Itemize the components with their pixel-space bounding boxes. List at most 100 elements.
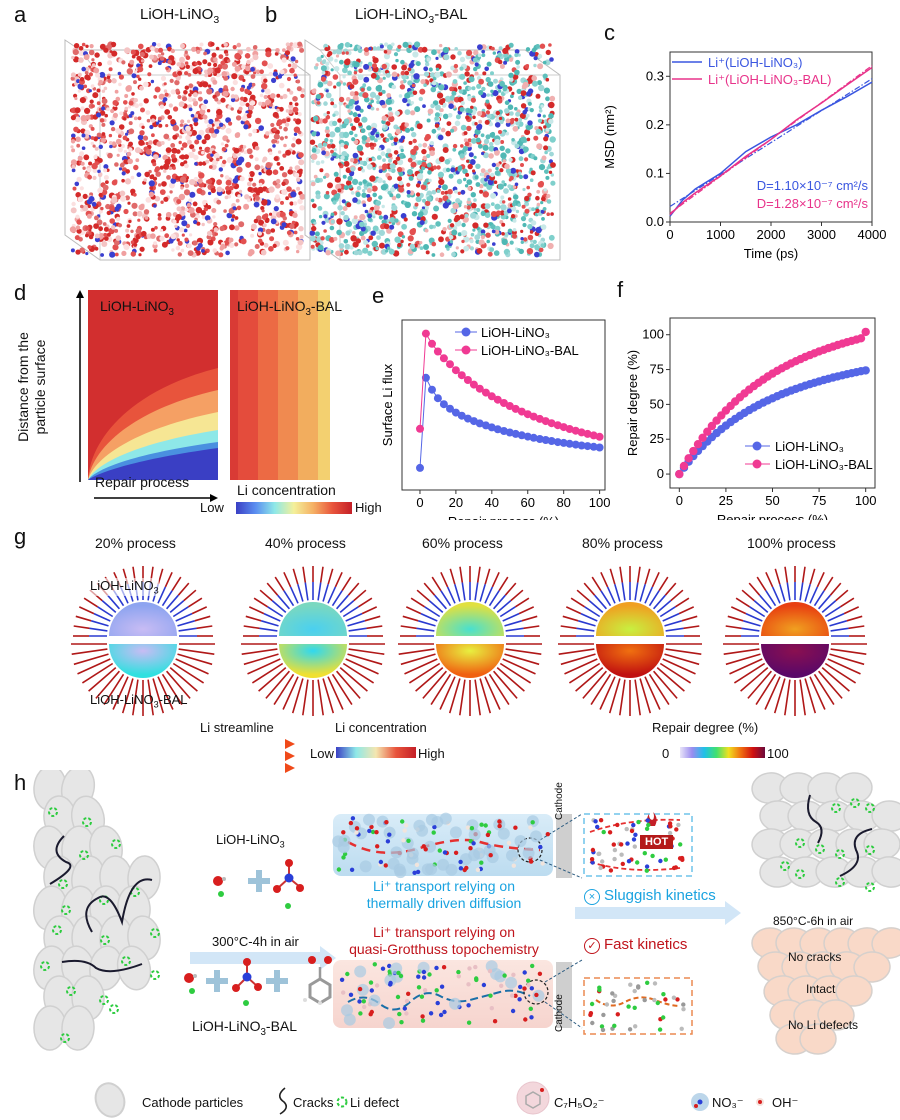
atom [180, 147, 184, 151]
molecule [532, 989, 545, 1002]
atom [109, 120, 115, 126]
atom [123, 208, 129, 215]
atom [214, 67, 221, 74]
atom [88, 89, 92, 93]
atom [520, 103, 527, 109]
atom [102, 222, 107, 226]
atom [249, 100, 256, 106]
atom [362, 179, 367, 184]
damaged-cathode-cluster [33, 770, 161, 1051]
atom [99, 118, 105, 123]
streamline-outer [600, 571, 609, 588]
atom [445, 71, 452, 78]
atom [221, 147, 227, 152]
molecule [361, 999, 366, 1004]
sphere-stage [723, 566, 867, 716]
cathode-particle [871, 927, 900, 959]
streamline-outer [670, 589, 684, 602]
molecule [345, 971, 350, 977]
atom [230, 218, 235, 222]
atom [207, 205, 212, 210]
y-tick-label: 0.2 [646, 117, 664, 132]
streamline-bottom [77, 658, 111, 675]
atom [106, 75, 111, 80]
atom [198, 129, 205, 136]
atom [452, 79, 458, 84]
y-axis-label: MSD (nm²) [602, 105, 617, 169]
atom [287, 63, 292, 68]
streamline-outer [839, 597, 855, 608]
atom [72, 186, 77, 191]
atom [478, 239, 485, 246]
atom [484, 119, 490, 125]
atom [477, 44, 483, 50]
atom [96, 101, 101, 106]
atom [505, 122, 511, 127]
atom [99, 71, 106, 78]
stage-label: 100% process [747, 535, 836, 551]
y-axis-label: Surface Li flux [380, 363, 395, 446]
reagent-top-text: LiOH-LiNO [216, 832, 280, 847]
atom [108, 67, 113, 72]
atom [71, 148, 76, 153]
streamline-outer [353, 589, 367, 602]
sphere-stage [241, 566, 385, 716]
atom [342, 174, 347, 179]
atom [357, 113, 361, 118]
atom [70, 145, 74, 149]
atom [424, 228, 429, 233]
atom [130, 251, 136, 257]
streamline-outer [366, 625, 383, 630]
sphere-stage [398, 566, 542, 716]
atom [114, 162, 119, 167]
streamline-bottom [809, 676, 826, 710]
data-point [595, 432, 604, 441]
atom [168, 166, 173, 171]
data-point [583, 442, 592, 451]
atom [103, 236, 109, 241]
hemisphere-top [761, 602, 829, 636]
atom [431, 253, 436, 257]
atom [408, 62, 414, 69]
map-right-title-tail: -BAL [310, 298, 343, 314]
atom [265, 169, 273, 176]
atom [492, 90, 499, 97]
streamline-bottom [112, 676, 129, 710]
atom [174, 79, 180, 86]
molecule [632, 844, 637, 849]
legend-hydroxide: OH⁻ [772, 1095, 799, 1110]
x-tick-label: 25 [719, 493, 733, 508]
atom [119, 190, 126, 197]
streamline-outer [78, 606, 95, 615]
atom [273, 156, 279, 161]
atom [313, 221, 317, 225]
streamline-bottom [121, 678, 134, 714]
data-point [693, 440, 703, 449]
atom [116, 153, 120, 157]
atom [525, 47, 531, 52]
atom [277, 150, 282, 154]
atom [472, 222, 479, 229]
atom [360, 226, 366, 232]
atom [70, 248, 75, 253]
atom [108, 133, 113, 138]
streamline-bottom [599, 676, 616, 710]
li-defect [815, 844, 825, 854]
streamline-inner [665, 627, 684, 632]
atom [270, 218, 277, 225]
hot-badge: HOT [640, 835, 674, 849]
streamline-inner [492, 594, 507, 610]
atom [393, 183, 399, 189]
atom [265, 162, 272, 169]
atom [130, 188, 136, 194]
atom [346, 202, 352, 208]
streamline-bottom [339, 666, 368, 692]
atom [85, 252, 89, 256]
streamline-outer [319, 566, 324, 583]
atom [404, 201, 411, 208]
atom [214, 117, 219, 122]
streamline-inner [749, 606, 766, 618]
molecule [431, 830, 436, 835]
atom [188, 198, 193, 203]
atom [245, 46, 251, 52]
